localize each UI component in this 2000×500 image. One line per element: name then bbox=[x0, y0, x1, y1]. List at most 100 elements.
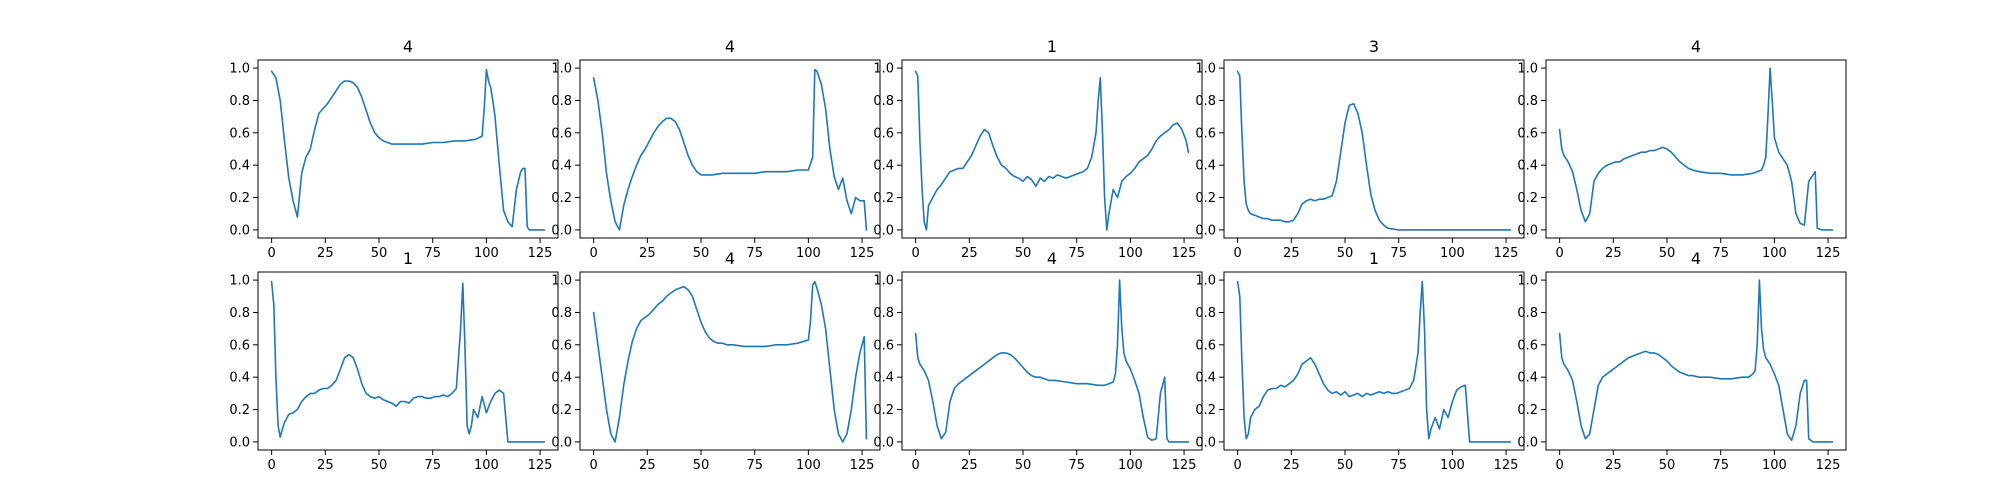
x-tick-label: 25 bbox=[317, 246, 334, 261]
x-tick-label: 100 bbox=[1118, 458, 1143, 473]
subplot-title: 4 bbox=[1047, 249, 1057, 268]
series-line bbox=[270, 68, 546, 231]
x-tick-label: 125 bbox=[850, 458, 875, 473]
y-tick-label: 0.4 bbox=[1517, 371, 1538, 386]
subplot-1: 4 0.0 0.2 0.4 0.6 0.8 1.0 0 25 50 75 100 125 bbox=[229, 37, 559, 261]
x-tick-label: 25 bbox=[1605, 458, 1622, 473]
series-line bbox=[592, 68, 868, 231]
x-tick-label: 100 bbox=[474, 246, 499, 261]
subplot-title: 4 bbox=[1691, 37, 1701, 56]
x-tick-label: 75 bbox=[424, 458, 441, 473]
x-tick-label: 100 bbox=[474, 458, 499, 473]
series-line bbox=[1558, 67, 1834, 231]
series-line bbox=[1558, 279, 1834, 443]
x-tick-label: 125 bbox=[1816, 458, 1841, 473]
axes-frame bbox=[579, 59, 881, 239]
x-tick-label: 50 bbox=[371, 458, 388, 473]
x-tick-label: 0 bbox=[267, 246, 275, 261]
x-tick-label: 75 bbox=[1390, 246, 1407, 261]
y-tick-label: 0.6 bbox=[229, 338, 250, 353]
axes-frame bbox=[1545, 271, 1847, 451]
series-line bbox=[914, 70, 1190, 231]
axes-frame bbox=[1223, 271, 1525, 451]
x-tick-label: 0 bbox=[589, 458, 597, 473]
subplot-2: 4 0.0 0.2 0.4 0.6 0.8 1.0 0 25 50 75 100 125 bbox=[551, 37, 881, 261]
x-tick-label: 25 bbox=[1283, 458, 1300, 473]
x-tick-label: 125 bbox=[1494, 458, 1519, 473]
x-tick-label: 50 bbox=[1337, 246, 1354, 261]
y-tick-label: 0.2 bbox=[1517, 403, 1538, 418]
y-tick-label: 0.4 bbox=[551, 371, 572, 386]
x-tick-label: 125 bbox=[528, 458, 553, 473]
y-tick-label: 0.8 bbox=[1517, 306, 1538, 321]
axes-frame bbox=[1223, 59, 1525, 239]
y-tick-label: 0.4 bbox=[229, 371, 250, 386]
y-tick-label: 0.8 bbox=[229, 94, 250, 109]
x-tick-label: 100 bbox=[1118, 246, 1143, 261]
y-tick-label: 0.2 bbox=[1195, 403, 1216, 418]
y-tick-label: 0.8 bbox=[1517, 94, 1538, 109]
x-tick-label: 75 bbox=[1712, 458, 1729, 473]
x-tick-label: 125 bbox=[1816, 246, 1841, 261]
series-line bbox=[270, 280, 546, 443]
x-tick-label: 50 bbox=[1015, 458, 1032, 473]
y-tick-label: 0.6 bbox=[1195, 126, 1216, 141]
axes-frame bbox=[257, 271, 559, 451]
y-tick-label: 0.8 bbox=[873, 94, 894, 109]
x-tick-label: 0 bbox=[267, 458, 275, 473]
x-tick-label: 75 bbox=[1068, 246, 1085, 261]
y-tick-label: 0.6 bbox=[873, 338, 894, 353]
y-tick-label: 0.2 bbox=[551, 403, 572, 418]
y-tick-label: 1.0 bbox=[1517, 62, 1538, 77]
x-tick-label: 100 bbox=[796, 246, 821, 261]
y-tick-label: 0.4 bbox=[873, 371, 894, 386]
subplot-title: 1 bbox=[1047, 37, 1057, 56]
x-tick-label: 0 bbox=[1555, 458, 1563, 473]
axes-frame bbox=[901, 271, 1203, 451]
x-tick-label: 125 bbox=[1494, 246, 1519, 261]
x-tick-label: 75 bbox=[1068, 458, 1085, 473]
x-tick-label: 75 bbox=[424, 246, 441, 261]
axes-frame bbox=[257, 59, 559, 239]
x-tick-label: 125 bbox=[528, 246, 553, 261]
y-tick-label: 0.6 bbox=[873, 126, 894, 141]
x-tick-label: 125 bbox=[1172, 458, 1197, 473]
y-tick-label: 0.6 bbox=[1517, 338, 1538, 353]
subplot-6: 1 0.0 0.2 0.4 0.6 0.8 1.0 0 25 50 75 100 125 bbox=[229, 249, 559, 473]
x-tick-label: 50 bbox=[1659, 458, 1676, 473]
y-tick-label: 0.2 bbox=[1517, 191, 1538, 206]
y-tick-label: 1.0 bbox=[1195, 62, 1216, 77]
y-tick-label: 0.6 bbox=[1195, 338, 1216, 353]
y-tick-label: 0.8 bbox=[229, 306, 250, 321]
y-tick-label: 0.8 bbox=[873, 306, 894, 321]
x-tick-label: 125 bbox=[1172, 246, 1197, 261]
y-tick-label: 0.4 bbox=[551, 159, 572, 174]
subplot-8: 4 0.0 0.2 0.4 0.6 0.8 1.0 0 25 50 75 100 125 bbox=[873, 249, 1203, 473]
x-tick-label: 0 bbox=[911, 246, 919, 261]
subplot-3: 1 0.0 0.2 0.4 0.6 0.8 1.0 0 25 50 75 100 125 bbox=[873, 37, 1203, 261]
y-tick-label: 0.2 bbox=[551, 191, 572, 206]
x-tick-label: 100 bbox=[1440, 458, 1465, 473]
x-tick-label: 0 bbox=[911, 458, 919, 473]
x-tick-label: 25 bbox=[1605, 246, 1622, 261]
axes-frame bbox=[1545, 59, 1847, 239]
y-tick-label: 0.0 bbox=[551, 223, 572, 238]
x-tick-label: 125 bbox=[850, 246, 875, 261]
y-tick-label: 0.6 bbox=[229, 126, 250, 141]
y-tick-label: 0.6 bbox=[1517, 126, 1538, 141]
series-line bbox=[1236, 70, 1512, 231]
y-tick-label: 0.0 bbox=[551, 435, 572, 450]
x-tick-label: 50 bbox=[1015, 246, 1032, 261]
series-line bbox=[592, 280, 868, 443]
y-tick-label: 1.0 bbox=[1195, 274, 1216, 289]
y-tick-label: 0.0 bbox=[873, 435, 894, 450]
y-tick-label: 1.0 bbox=[229, 274, 250, 289]
x-tick-label: 50 bbox=[1659, 246, 1676, 261]
y-tick-label: 1.0 bbox=[551, 274, 572, 289]
x-tick-label: 50 bbox=[1337, 458, 1354, 473]
y-tick-label: 0.0 bbox=[1517, 435, 1538, 450]
x-tick-label: 25 bbox=[1283, 246, 1300, 261]
y-tick-label: 0.4 bbox=[1195, 159, 1216, 174]
x-tick-label: 75 bbox=[1390, 458, 1407, 473]
